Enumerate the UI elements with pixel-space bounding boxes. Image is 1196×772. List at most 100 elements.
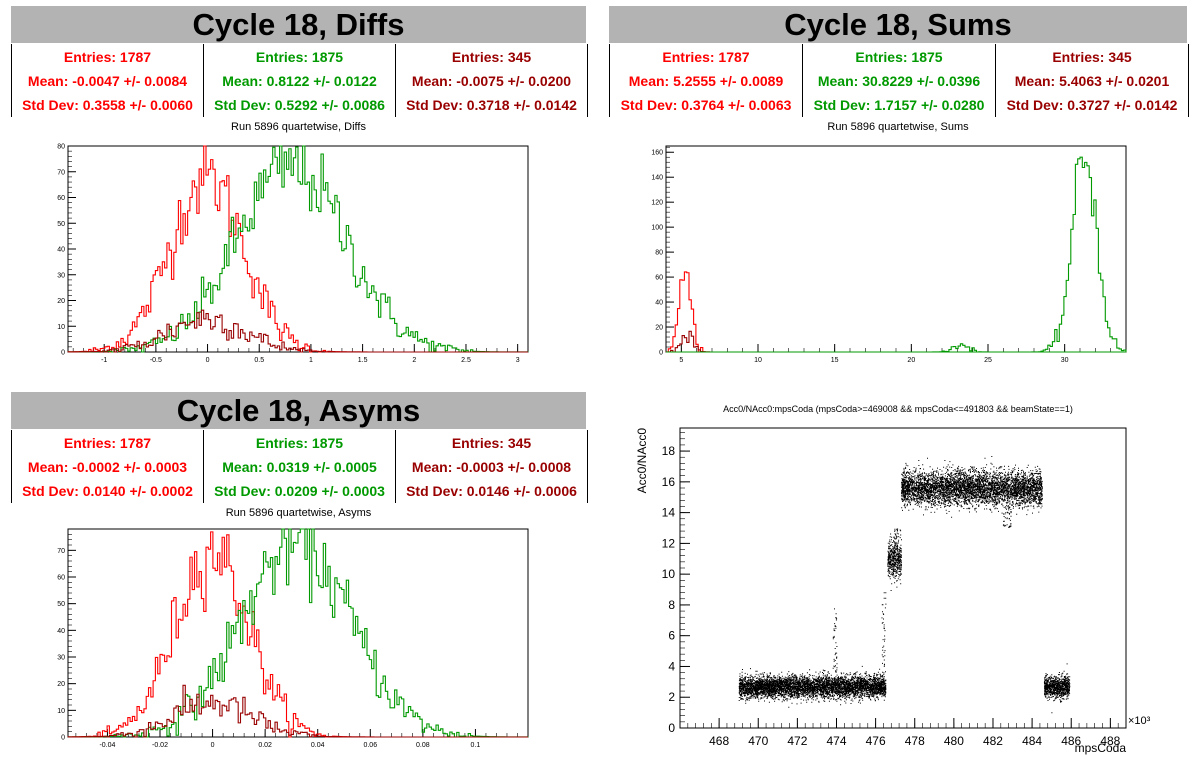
y-tick-label: 140 [651,175,663,182]
y-tick-label: 4 [668,659,675,673]
asyms-subtitle: Run 5896 quartetwise, Asyms [225,507,372,519]
x-tick-label: 472 [787,734,807,748]
asyms-stats-dark: Entries: 345 Mean: -0.0003 +/- 0.0008 St… [396,430,587,503]
sums-stats-dark: Entries: 345 Mean: 5.4063 +/- 0.0201 Std… [996,44,1188,117]
stat-mean: Mean: 0.8122 +/- 0.0122 [222,73,377,89]
x-axis-multiplier: ×10³ [1128,715,1151,727]
x-tick-label: 0.04 [311,742,325,749]
y-tick-label: 40 [655,300,663,307]
x-tick-label: 482 [983,734,1003,748]
diffs-stats-dark: Entries: 345 Mean: -0.0075 +/- 0.0200 St… [396,44,587,117]
y-tick-label: 0 [61,735,65,742]
stat-std: Std Dev: 0.0146 +/- 0.0006 [406,483,577,499]
y-tick-label: 18 [662,444,676,458]
x-tick-label: 476 [866,734,886,748]
x-tick-label: 486 [1061,734,1081,748]
x-tick-label: 0.06 [363,742,377,749]
x-tick-label: -0.04 [99,742,115,749]
plot-frame [67,528,529,738]
scatter-title: Acc0/NAcc0:mpsCoda (mpsCoda>=469008 && m… [723,404,1073,414]
histogram-series-green [666,343,1126,353]
histogram-series-green [67,528,529,738]
x-tick-label: 30 [1061,357,1069,364]
stat-entries: Entries: 1875 [855,49,943,65]
x-tick-label: -0.5 [150,357,162,364]
asyms-stats-box: Entries: 1787 Mean: -0.0002 +/- 0.0003 S… [11,430,588,503]
x-tick-label: 0.1 [471,742,481,749]
x-tick-label: 468 [709,734,729,748]
y-tick-label: 100 [651,225,663,232]
histogram-series-dark [67,309,528,353]
stat-entries: Entries: 345 [451,435,532,451]
sums-chart: 5 10 15 20 25 30 0 20 40 60 80 100 120 140 160 [651,145,1127,364]
y-tick-label: 40 [57,247,65,254]
x-tick-label: 488 [1100,734,1120,748]
stat-mean: Mean: -0.0047 +/- 0.0084 [27,73,188,89]
y-tick-label: 40 [57,628,65,635]
stat-entries: Entries: 345 [451,49,532,65]
x-tick-label: 0 [206,357,210,364]
x-tick-label: 478 [905,734,925,748]
sums-subtitle: Run 5896 quartetwise, Sums [827,121,969,133]
y-tick-label: 10 [662,567,676,581]
histogram-series-green [67,145,529,353]
x-tick-label: 10 [754,357,762,364]
stat-std: Std Dev: 0.5292 +/- 0.0086 [214,97,385,113]
y-tick-label: 20 [57,298,65,305]
x-tick-label: -0.02 [152,742,168,749]
y-tick-label: 0 [61,350,65,357]
asyms-stats-red: Entries: 1787 Mean: -0.0002 +/- 0.0003 S… [12,430,204,503]
y-tick-label: 80 [655,250,663,257]
histogram-series-dark [67,684,528,738]
diffs-stats-red: Entries: 1787 Mean: -0.0047 +/- 0.0084 S… [12,44,204,117]
y-tick-label: 160 [651,150,663,157]
x-tick-label: 474 [826,734,846,748]
plot-frame [665,145,1127,353]
x-tick-label: 5 [679,357,683,364]
x-tick-label: 1.5 [358,357,368,364]
sums-stats-red: Entries: 1787 Mean: 5.2555 +/- 0.0089 St… [610,44,803,117]
stat-entries: Entries: 1787 [63,49,152,65]
asyms-chart: -0.04 -0.02 0 0.02 0.04 0.06 0.08 0.1 0 10 20 30 40 5… [57,528,529,749]
x-tick-label: 480 [944,734,964,748]
y-tick-label: 30 [57,655,65,662]
stat-entries: Entries: 1875 [255,435,344,451]
diffs-subtitle: Run 5896 quartetwise, Diffs [231,121,366,133]
sums-stats-green: Entries: 1875 Mean: 30.8229 +/- 0.0396 S… [803,44,996,117]
x-tick-label: 470 [748,734,768,748]
stat-entries: Entries: 345 [1052,49,1132,65]
stat-mean: Mean: -0.0075 +/- 0.0200 [411,73,572,89]
y-tick-label: 120 [651,200,663,207]
x-tick-label: 1 [309,357,313,364]
stat-mean: Mean: 30.8229 +/- 0.0396 [817,73,981,89]
asyms-stats-green: Entries: 1875 Mean: 0.0319 +/- 0.0005 St… [204,430,396,503]
x-axis-label: mpsCoda [1075,741,1127,755]
y-tick-label: 30 [57,272,65,279]
y-tick-label: 10 [57,324,65,331]
y-tick-label: 10 [57,708,65,715]
y-tick-label: 20 [655,325,663,332]
stat-std: Std Dev: 0.0209 +/- 0.0003 [214,483,385,499]
y-tick-label: 14 [662,506,676,520]
sums-title: Cycle 18, Sums [609,6,1187,43]
stat-std: Std Dev: 1.7157 +/- 0.0280 [813,97,985,113]
stat-std: Std Dev: 0.0140 +/- 0.0002 [22,483,193,499]
y-tick-label: 0 [659,350,663,357]
x-tick-label: 15 [831,357,839,364]
stat-mean: Mean: 5.4063 +/- 0.0201 [1014,73,1170,89]
x-tick-label: 2 [412,357,416,364]
stat-entries: Entries: 1875 [255,49,344,65]
diffs-title: Cycle 18, Diffs [11,6,586,43]
y-tick-label: 8 [668,598,675,612]
x-tick-label: 484 [1022,734,1042,748]
y-tick-label: 70 [57,548,65,555]
x-tick-label: 0.5 [254,357,264,364]
stat-mean: Mean: 0.0319 +/- 0.0005 [222,459,377,475]
y-tick-label: 16 [662,475,676,489]
y-tick-label: 0 [668,721,675,735]
x-tick-label: 3 [516,357,520,364]
stat-std: Std Dev: 0.3558 +/- 0.0060 [22,97,193,113]
x-tick-label: 20 [907,357,915,364]
